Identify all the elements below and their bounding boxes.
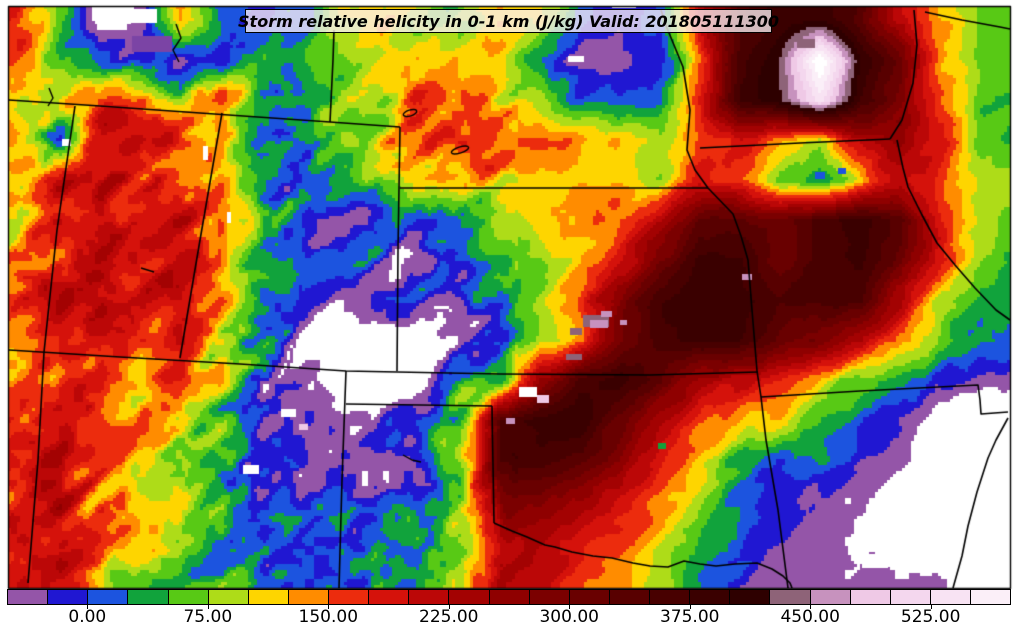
colorbar-segment	[48, 590, 89, 604]
colorbar-segment	[449, 590, 490, 604]
colorbar-segment	[690, 590, 731, 604]
colorbar-segment	[128, 590, 169, 604]
colorbar-tick	[207, 605, 209, 609]
colorbar-segment	[730, 590, 771, 604]
colorbar-segment	[369, 590, 410, 604]
colorbar-tick	[689, 605, 691, 609]
colorbar-segment	[288, 590, 329, 604]
colorbar-segment	[8, 590, 49, 604]
colorbar-tick	[569, 605, 571, 609]
colorbar-tick-label: 75.00	[183, 607, 233, 627]
map-title: Storm relative helicity in 0-1 km (J/kg)…	[238, 11, 779, 31]
colorbar-segment	[810, 590, 851, 604]
colorbar-tick	[328, 605, 330, 609]
colorbar-tick-label: 375.00	[659, 607, 720, 627]
colorbar-tick	[810, 605, 812, 609]
colorbar-segment	[971, 590, 1011, 604]
colorbar-segment	[569, 590, 610, 604]
colorbar-segment	[529, 590, 570, 604]
colorbar-segment	[890, 590, 931, 604]
colorbar-tick-label: 300.00	[539, 607, 599, 627]
colorbar-segment	[770, 590, 811, 604]
colorbar-segment	[930, 590, 971, 604]
colorbar-tick-label: 450.00	[780, 607, 840, 627]
colorbar-tick	[448, 605, 450, 609]
colorbar-segment	[650, 590, 691, 604]
colorbar-segment	[88, 590, 129, 604]
colorbar-segment	[248, 590, 289, 604]
colorbar-segment	[208, 590, 249, 604]
colorbar-segment	[168, 590, 209, 604]
colorbar-segment	[489, 590, 530, 604]
map-title-box: Storm relative helicity in 0-1 km (J/kg)…	[238, 9, 779, 33]
colorbar-segment	[409, 590, 450, 604]
colorbar-tick-label: 150.00	[298, 607, 359, 627]
colorbar-segment	[609, 590, 650, 604]
colorbar-tick	[87, 605, 89, 609]
colorbar-segment	[850, 590, 891, 604]
colorbar	[7, 589, 1011, 605]
colorbar-tick	[930, 605, 932, 609]
colorbar-tick-label: 0.00	[68, 607, 107, 627]
colorbar-tick-label: 525.00	[900, 607, 961, 627]
colorbar-tick-label: 225.00	[419, 607, 479, 627]
colorbar-segment	[329, 590, 370, 604]
